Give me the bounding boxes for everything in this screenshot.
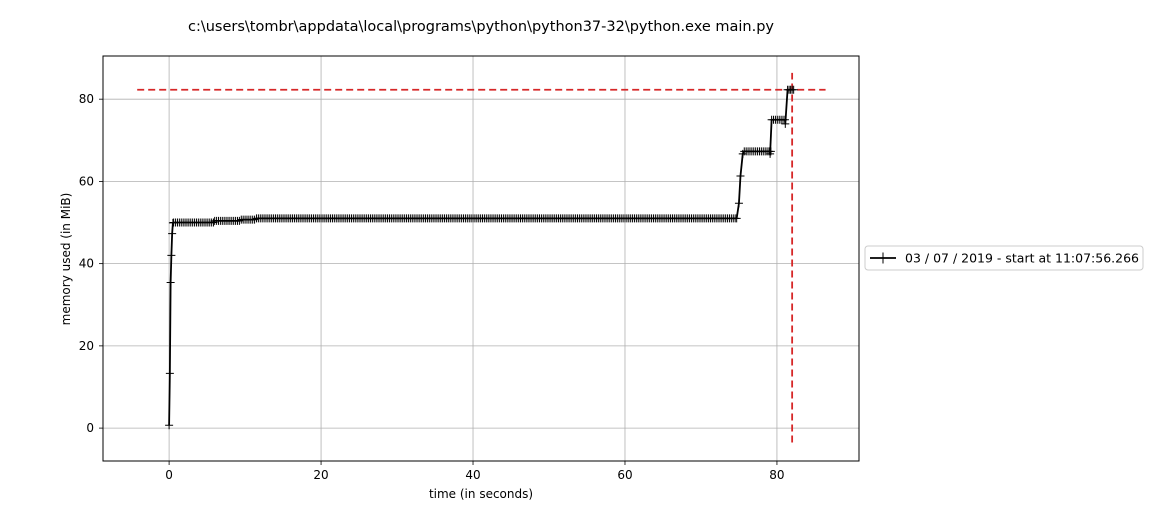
x-tick-label: 40 (465, 468, 480, 482)
data-point (235, 216, 244, 225)
series-layer (165, 85, 798, 430)
data-point (165, 421, 174, 430)
data-point (165, 369, 174, 378)
reference-lines (137, 72, 826, 443)
data-point (732, 214, 741, 223)
y-axis-ticks: 0 20 40 60 80 (79, 92, 103, 435)
data-point (766, 149, 775, 158)
legend-marker-icon (877, 252, 889, 264)
grid (103, 56, 859, 461)
y-axis-label: memory used (in MiB) (59, 193, 73, 326)
x-tick-label: 60 (617, 468, 632, 482)
data-point (168, 229, 177, 238)
data-point (250, 215, 259, 224)
legend-box (864, 245, 1144, 271)
y-tick-label: 60 (79, 174, 94, 188)
y-tick-label: 80 (79, 92, 94, 106)
x-axis-label: time (in seconds) (429, 487, 533, 501)
x-tick-label: 0 (165, 468, 173, 482)
data-point (781, 119, 790, 128)
data-point (166, 278, 175, 287)
series-line (168, 88, 794, 426)
y-tick-label: 0 (86, 421, 94, 435)
data-point (789, 85, 798, 94)
legend-label: 03 / 07 / 2019 - start at 11:07:56.266 (905, 251, 1139, 266)
data-point (167, 251, 176, 260)
y-tick-label: 20 (79, 339, 94, 353)
chart-title: c:\users\tombr\appdata\local\programs\py… (188, 19, 774, 35)
x-tick-label: 80 (769, 468, 784, 482)
y-tick-label: 40 (79, 257, 94, 271)
data-point (734, 199, 743, 208)
legend: 03 / 07 / 2019 - start at 11:07:56.266 (864, 245, 1144, 271)
plot-frame (102, 55, 860, 462)
x-tick-label: 20 (313, 468, 328, 482)
x-axis-ticks: 0 20 40 60 80 (165, 461, 785, 482)
data-point (736, 172, 745, 181)
